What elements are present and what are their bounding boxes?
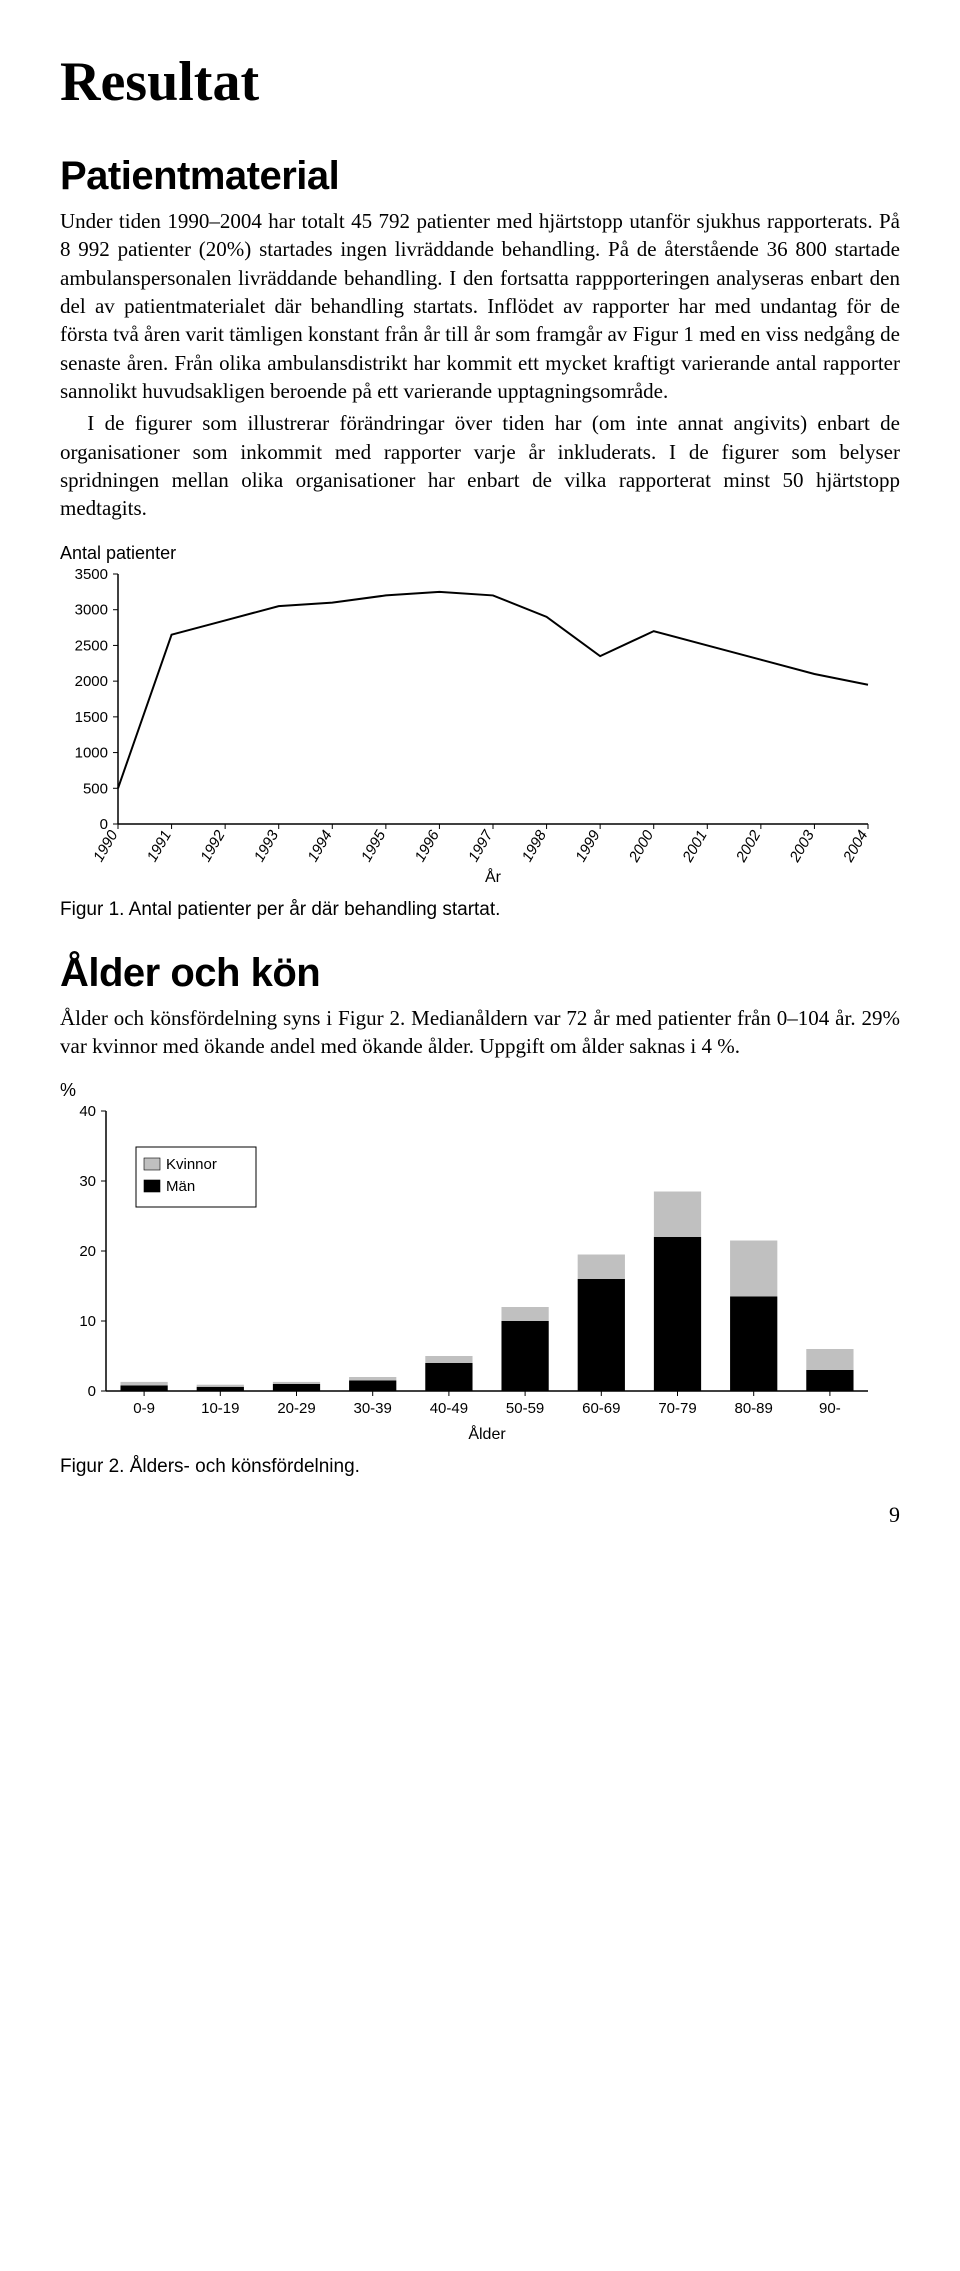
svg-text:Kvinnor: Kvinnor bbox=[166, 1156, 217, 1173]
svg-text:2003: 2003 bbox=[786, 827, 818, 866]
svg-text:30: 30 bbox=[79, 1173, 96, 1190]
svg-text:20: 20 bbox=[79, 1243, 96, 1260]
svg-text:1993: 1993 bbox=[251, 827, 283, 865]
figure2-chart: 0 10 20 30 40 0-9 10-19 20-29 30-39 40-49 50-59 60-… bbox=[60, 1105, 880, 1445]
svg-text:80-89: 80-89 bbox=[735, 1400, 773, 1417]
page-number: 9 bbox=[60, 1502, 900, 1528]
svg-text:1990: 1990 bbox=[90, 827, 122, 865]
figure2-caption: Figur 2. Ålders- och könsfördelning. bbox=[60, 1456, 900, 1478]
svg-text:500: 500 bbox=[83, 780, 108, 797]
svg-text:3500: 3500 bbox=[75, 568, 108, 583]
svg-text:90-: 90- bbox=[819, 1400, 841, 1417]
svg-text:Ålder: Ålder bbox=[468, 1424, 506, 1443]
svg-text:2001: 2001 bbox=[679, 827, 711, 865]
svg-text:2004: 2004 bbox=[840, 827, 872, 865]
svg-text:2000: 2000 bbox=[625, 827, 657, 866]
svg-text:1997: 1997 bbox=[465, 827, 497, 865]
section1-p2: I de figurer som illustrerar förändringa… bbox=[60, 409, 900, 522]
svg-text:2002: 2002 bbox=[732, 827, 764, 866]
svg-text:1996: 1996 bbox=[411, 827, 443, 865]
svg-text:10-19: 10-19 bbox=[201, 1400, 239, 1417]
svg-text:Män: Män bbox=[166, 1178, 195, 1195]
svg-text:70-79: 70-79 bbox=[658, 1400, 696, 1417]
svg-text:20-29: 20-29 bbox=[277, 1400, 315, 1417]
page-title: Resultat bbox=[60, 50, 900, 114]
svg-text:1995: 1995 bbox=[358, 827, 390, 865]
figure1-chart: 0500100015002000250030003500199019911992… bbox=[60, 568, 880, 888]
svg-text:2500: 2500 bbox=[75, 637, 108, 654]
svg-text:3000: 3000 bbox=[75, 601, 108, 618]
svg-text:1500: 1500 bbox=[75, 709, 108, 726]
svg-text:40: 40 bbox=[79, 1105, 96, 1120]
svg-text:1991: 1991 bbox=[144, 827, 175, 864]
svg-text:0-9: 0-9 bbox=[133, 1400, 155, 1417]
svg-text:1000: 1000 bbox=[75, 744, 108, 761]
svg-text:30-39: 30-39 bbox=[354, 1400, 392, 1417]
svg-text:40-49: 40-49 bbox=[430, 1400, 468, 1417]
figure1-caption: Figur 1. Antal patienter per år där beha… bbox=[60, 899, 900, 921]
figure1-yaxis-title: Antal patienter bbox=[60, 543, 900, 564]
figure2-yaxis-title: % bbox=[60, 1080, 900, 1101]
svg-text:10: 10 bbox=[79, 1313, 96, 1330]
section2-heading: Ålder och kön bbox=[60, 951, 900, 996]
section1-p1: Under tiden 1990–2004 har totalt 45 792 … bbox=[60, 207, 900, 405]
figure2-wrap: % 0 10 20 30 40 0-9 10-19 20-29 30-39 40-49 50-59 6… bbox=[60, 1080, 900, 1450]
svg-text:60-69: 60-69 bbox=[582, 1400, 620, 1417]
svg-text:0: 0 bbox=[88, 1383, 96, 1400]
section1-heading: Patientmaterial bbox=[60, 154, 900, 199]
svg-text:2000: 2000 bbox=[75, 673, 108, 690]
svg-text:1999: 1999 bbox=[572, 827, 604, 865]
figure1-wrap: Antal patienter 050010001500200025003000… bbox=[60, 543, 900, 893]
svg-text:50-59: 50-59 bbox=[506, 1400, 544, 1417]
svg-text:1994: 1994 bbox=[304, 827, 335, 864]
svg-text:1998: 1998 bbox=[519, 827, 551, 865]
svg-text:1992: 1992 bbox=[197, 827, 229, 865]
svg-text:År: År bbox=[485, 867, 502, 886]
section2-p1: Ålder och könsfördelning syns i Figur 2.… bbox=[60, 1004, 900, 1061]
